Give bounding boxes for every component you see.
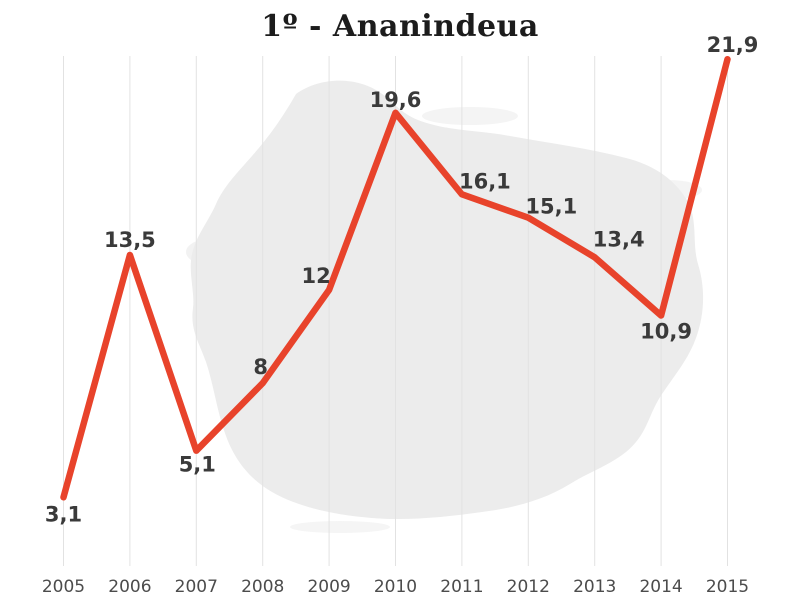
data-labels: 3,1 13,5 5,1 8 12 19,6 16,1 15,1 13,4 10,9 21,9	[45, 33, 759, 526]
x-axis-label: 2005	[42, 577, 85, 597]
x-axis-label: 2014	[639, 577, 682, 597]
data-label: 8	[253, 355, 268, 379]
x-axis-label: 2006	[108, 577, 151, 597]
data-label: 15,1	[525, 195, 577, 219]
watermark-map-shape	[186, 80, 704, 533]
data-label: 3,1	[45, 502, 82, 526]
data-label: 12	[301, 264, 330, 288]
data-label: 10,9	[640, 320, 692, 344]
x-axis-label: 2009	[307, 577, 350, 597]
data-label: 19,6	[370, 88, 422, 112]
x-axis-label: 2012	[507, 577, 550, 597]
data-label: 16,1	[459, 169, 511, 193]
data-label: 13,5	[104, 228, 156, 252]
x-axis-label: 2011	[440, 577, 483, 597]
x-axis-label: 2010	[374, 577, 417, 597]
x-axis-label: 2015	[706, 577, 749, 597]
x-axis-label: 2008	[241, 577, 284, 597]
x-axis-label: 2007	[175, 577, 218, 597]
data-label: 5,1	[179, 453, 216, 477]
data-label: 13,4	[593, 227, 645, 251]
gridlines	[63, 56, 728, 566]
x-axis-label: 2013	[573, 577, 616, 597]
data-label: 21,9	[707, 33, 759, 57]
chart-title: 1º - Ananindeua	[261, 9, 539, 44]
series-line	[60, 55, 731, 501]
x-axis-labels: 2005 2006 2007 2008 2009 2010 2011 2012 2013 2014…	[42, 577, 749, 597]
